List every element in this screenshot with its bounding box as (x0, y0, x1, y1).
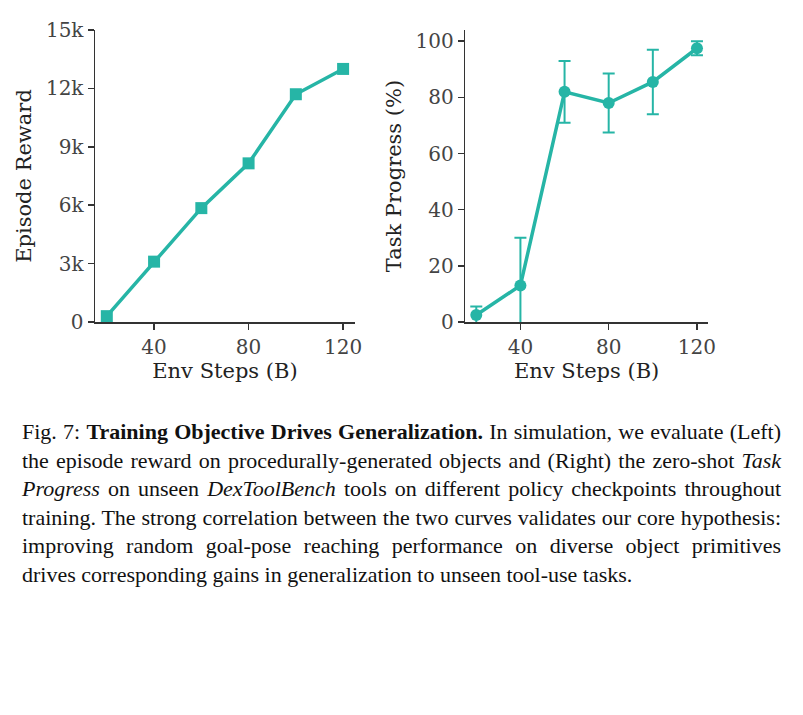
svg-text:80: 80 (236, 335, 261, 359)
svg-text:80: 80 (428, 85, 453, 109)
svg-text:80: 80 (596, 335, 621, 359)
svg-text:40: 40 (508, 335, 533, 359)
svg-text:60: 60 (428, 142, 453, 166)
svg-text:Task Progress (%): Task Progress (%) (382, 80, 406, 272)
svg-text:Episode Reward: Episode Reward (12, 89, 36, 263)
svg-text:20: 20 (428, 254, 453, 278)
svg-text:9k: 9k (59, 135, 85, 159)
svg-text:100: 100 (416, 29, 454, 53)
html-text:Fig. 7: Training Objective Dri: Fig. 7: Training Objective Drives Genera… (22, 419, 781, 587)
svg-text:0: 0 (71, 310, 84, 334)
svg-text:0: 0 (441, 310, 454, 334)
svg-text:15k: 15k (46, 18, 84, 42)
svg-text:Env Steps (B): Env Steps (B) (514, 359, 659, 383)
svg-text:120: 120 (324, 335, 362, 359)
svg-text:40: 40 (428, 198, 453, 222)
svg-text:120: 120 (678, 335, 716, 359)
svg-text:12k: 12k (46, 76, 84, 100)
svg-text:Env Steps (B): Env Steps (B) (152, 359, 297, 383)
svg-text:3k: 3k (59, 252, 85, 276)
svg-text:6k: 6k (59, 193, 85, 217)
svg-text:40: 40 (141, 335, 166, 359)
